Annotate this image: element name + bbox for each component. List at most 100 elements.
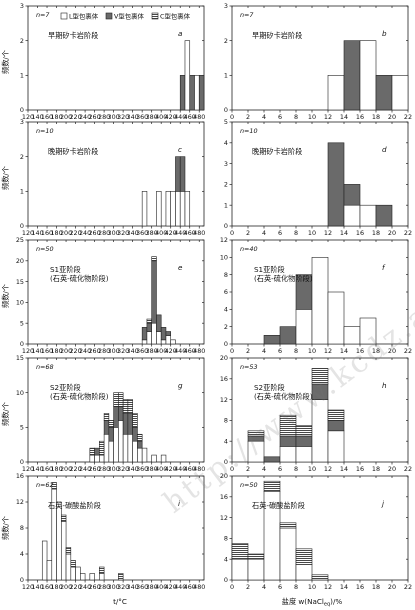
bar-c-segment bbox=[99, 566, 105, 574]
x-tick-label: 220 bbox=[69, 229, 81, 237]
y-tick-label: 12 bbox=[16, 498, 24, 506]
x-tick-label: 420 bbox=[165, 347, 177, 355]
panel-b-frame bbox=[231, 5, 409, 111]
x-tick-label: 360 bbox=[136, 347, 148, 355]
y-tick-label: 20 bbox=[220, 472, 228, 480]
x-tick-label: 160 bbox=[41, 229, 53, 237]
panel-b-n-label: n=7 bbox=[240, 11, 253, 19]
panel-j-letter: j bbox=[381, 499, 384, 508]
bar-l-segment bbox=[327, 291, 345, 345]
y-tick-label: 1 bbox=[20, 188, 24, 196]
bar-v-segment bbox=[179, 75, 186, 111]
x-tick-label: 6 bbox=[278, 229, 282, 237]
xlabel-salinity: 盐度 w(NaCleq)/% bbox=[282, 597, 343, 608]
panel-h-letter: h bbox=[382, 381, 387, 390]
panel-i-n-label: n=62 bbox=[36, 481, 54, 489]
bar-l-segment bbox=[151, 454, 157, 463]
bar-l-segment bbox=[75, 566, 81, 581]
x-tick-label: 300 bbox=[108, 229, 120, 237]
x-tick-label: 0 bbox=[230, 583, 234, 591]
bar-v-segment bbox=[137, 440, 143, 449]
x-tick-label: 16 bbox=[356, 583, 364, 591]
legend-swatch-c bbox=[151, 12, 159, 20]
y-tick-label: 8 bbox=[224, 535, 228, 543]
bar-v-segment bbox=[375, 75, 393, 111]
x-tick-label: 160 bbox=[41, 113, 53, 121]
x-tick-label: 16 bbox=[356, 465, 364, 473]
bar-l-segment bbox=[137, 447, 143, 463]
x-tick-label: 18 bbox=[372, 347, 380, 355]
panel-j-title: 石英-碳酸盐阶段 bbox=[252, 501, 305, 510]
bar-v-segment bbox=[141, 327, 148, 341]
x-tick-label: 6 bbox=[278, 583, 282, 591]
panel-d-title: 晚期矽卡岩阶段 bbox=[252, 147, 302, 156]
bar-v-segment bbox=[113, 406, 119, 428]
panel-c: 1201401601802002202402602803003203403603… bbox=[20, 118, 205, 237]
bar-v-segment bbox=[375, 204, 393, 227]
x-tick-label: 460 bbox=[184, 583, 196, 591]
bar-l-segment bbox=[99, 454, 105, 463]
panel-g-title: S2亚阶段 bbox=[50, 383, 81, 392]
x-tick-label: 320 bbox=[117, 229, 129, 237]
bar-l-segment bbox=[247, 558, 265, 581]
y-tick-label: 1 bbox=[224, 201, 228, 209]
bar-c-segment bbox=[127, 399, 133, 414]
x-tick-label: 360 bbox=[136, 465, 148, 473]
x-tick-label: 4 bbox=[262, 583, 266, 591]
x-tick-label: 6 bbox=[278, 113, 282, 121]
panel-a-frame bbox=[27, 5, 205, 111]
bar-l-segment bbox=[359, 204, 377, 227]
x-tick-label: 2 bbox=[246, 113, 250, 121]
y-tick-label: 5 bbox=[20, 319, 24, 327]
panel-c-n-label: n=10 bbox=[36, 127, 54, 135]
bar-l-segment bbox=[231, 558, 249, 581]
bar-l-segment bbox=[46, 560, 53, 581]
x-tick-label: 340 bbox=[127, 583, 139, 591]
bar-l-segment bbox=[80, 573, 86, 581]
x-tick-label: 6 bbox=[278, 465, 282, 473]
x-tick-label: 16 bbox=[356, 229, 364, 237]
x-tick-label: 300 bbox=[108, 347, 120, 355]
y-tick-label: 4 bbox=[20, 550, 24, 558]
y-tick-label: 5 bbox=[224, 118, 228, 126]
x-tick-label: 140 bbox=[31, 113, 43, 121]
x-tick-label: 200 bbox=[60, 229, 72, 237]
bar-l-segment bbox=[118, 420, 124, 463]
x-tick-label: 20 bbox=[388, 229, 396, 237]
bar-l-segment bbox=[113, 427, 119, 463]
x-tick-label: 440 bbox=[174, 347, 186, 355]
y-tick-label: 0 bbox=[20, 106, 24, 114]
bar-v-segment bbox=[151, 260, 157, 324]
bar-l-segment bbox=[108, 440, 114, 463]
x-tick-label: 14 bbox=[340, 229, 348, 237]
bar-l-segment bbox=[179, 191, 186, 227]
x-tick-label: 12 bbox=[324, 465, 332, 473]
panel-g-n-label: n=68 bbox=[36, 363, 54, 371]
bar-l-segment bbox=[141, 191, 148, 227]
x-tick-label: 22 bbox=[404, 583, 412, 591]
x-tick-label: 220 bbox=[69, 465, 81, 473]
y-tick-label: 2 bbox=[224, 323, 228, 331]
x-tick-label: 8 bbox=[294, 229, 298, 237]
panel-h: 0 2 4 6 8 10 12 14 16 18 20 22 0 4 8 12 16 20 n=53 S2亚阶段(石英… bbox=[220, 354, 412, 473]
y-tick-label: 2 bbox=[20, 153, 24, 161]
x-tick-label: 180 bbox=[50, 113, 62, 121]
bar-l-segment bbox=[184, 40, 191, 111]
bar-l-segment bbox=[295, 446, 313, 463]
x-tick-label: 10 bbox=[308, 583, 316, 591]
bar-l-segment bbox=[103, 433, 110, 463]
ylabel-row-5: 频数/个 bbox=[1, 516, 10, 540]
x-tick-label: 300 bbox=[108, 465, 120, 473]
x-tick-label: 320 bbox=[117, 347, 129, 355]
bar-l-segment bbox=[279, 446, 297, 463]
x-tick-label: 2 bbox=[246, 465, 250, 473]
x-tick-label: 240 bbox=[79, 465, 91, 473]
y-tick-label: 8 bbox=[224, 417, 228, 425]
y-tick-label: 3 bbox=[224, 160, 228, 168]
bar-l-segment bbox=[70, 566, 76, 581]
x-tick-label: 10 bbox=[308, 347, 316, 355]
bar-v-segment bbox=[165, 331, 172, 336]
ylabel-row-1: 频数/个 bbox=[1, 50, 10, 74]
xlabel-salinity-end: )/% bbox=[330, 597, 342, 606]
y-tick-label: 1 bbox=[20, 72, 24, 80]
